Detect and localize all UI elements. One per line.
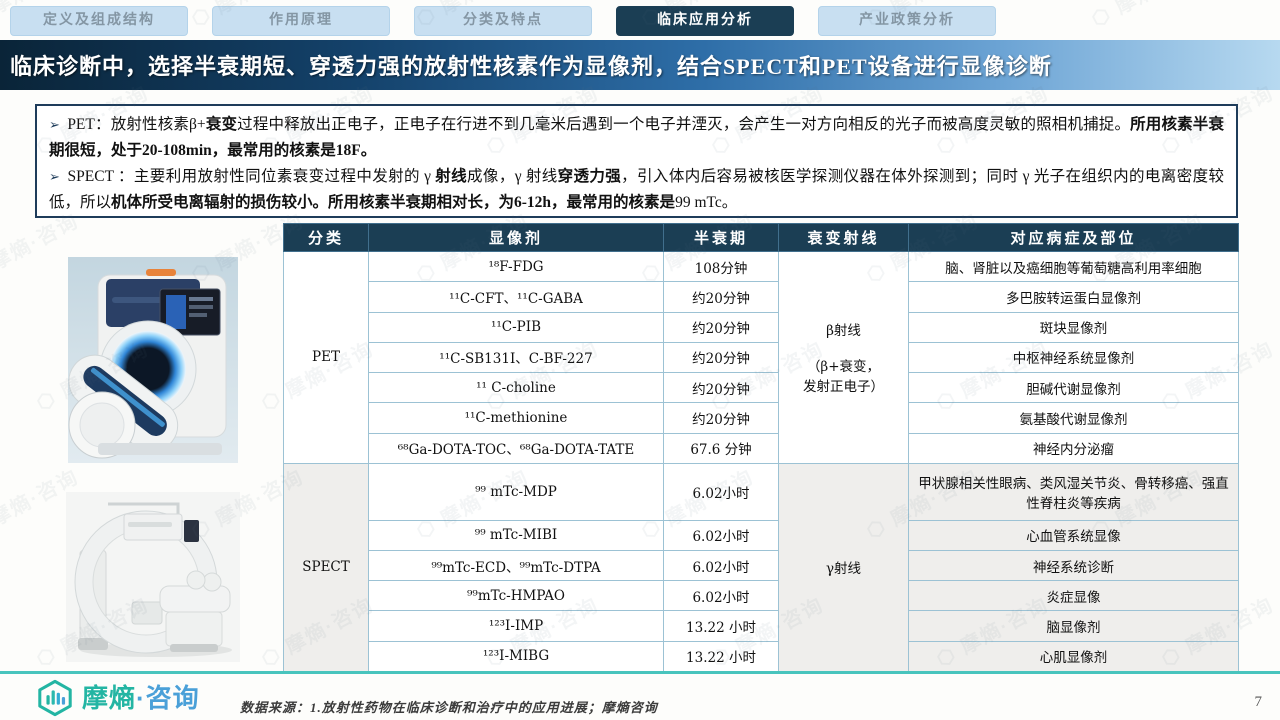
tracer-cell: ¹¹C-CFT、¹¹C-GABA [368,281,664,313]
bullet-point: ➢ SPECT ：主要利用放射性同位素衰变过程中发射的 γ 射线成像，γ 射线穿… [49,168,1224,212]
target-disease-cell: 炎症显像 [908,580,1239,612]
half-life-cell: 6.02小时 [663,519,779,551]
table-row: ¹¹C-CFT、¹¹C-GABA 约20分钟 多巴胺转运蛋白显像剂 [284,281,1239,313]
column-header-4: 对应病症及部位 [908,223,1239,252]
tracer-cell: ⁹⁹ mTc-MDP [368,462,664,521]
half-life-cell: 6.02小时 [663,549,779,582]
tracer-cell: ⁶⁸Ga-DOTA-TOC、⁶⁸Ga-DOTA-TATE [368,432,664,464]
tracer-table: 分类 显像剂 半衰期 衰变射线 对应病症及部位 PET ¹⁸F-FDG 108分钟 β射线 （… [283,223,1239,673]
half-life-cell: 108分钟 [663,250,779,283]
target-disease-cell: 心血管系统显像 [908,519,1239,551]
page-title: 临床诊断中，选择半衰期短、穿透力强的放射性核素作为显像剂，结合SPECT和PET… [10,54,1052,79]
column-header-2: 半衰期 [663,223,779,252]
watermark: ⬡ 摩熵·咨询 [1085,0,1208,32]
data-source-note: 数据来源：1.放射性药物在临床诊断和治疗中的应用进展；摩熵咨询 [240,700,658,715]
tab-0[interactable]: 定义及组成结构 [10,6,188,36]
pet-ct-scanner-photo [68,257,238,463]
company-logo-text: 摩熵·咨询 [82,683,200,713]
footer-divider [0,671,1280,674]
tracer-cell: ¹²³I-IMP [368,610,664,642]
spect-scanner-photo [66,492,240,662]
title-banner: 临床诊断中，选择半衰期短、穿透力强的放射性核素作为显像剂，结合SPECT和PET… [0,40,1280,90]
tracer-cell: ¹¹C-PIB [368,311,664,343]
category-cell: PET [283,251,369,464]
table-row: ¹¹ C-choline 约20分钟 胆碱代谢显像剂 [284,372,1239,404]
bullet-marker-icon: ➢ [49,169,64,185]
target-disease-cell: 脑显像剂 [908,610,1239,642]
tracer-cell: ⁹⁹ mTc-MIBI [368,519,664,551]
pet-ct-scanner-illustration [68,257,238,463]
tracer-cell: ¹²³I-MIBG [368,640,664,673]
tracer-table-head: 分类 显像剂 半衰期 衰变射线 对应病症及部位 [283,223,1239,252]
spect-scanner-illustration [66,492,240,662]
decay-ray-cell: β射线 （β+衰变， 发射正电子） [778,251,909,464]
table-row: PET ¹⁸F-FDG 108分钟 β射线 （β+衰变， 发射正电子） 脑、肾脏以及癌细… [283,250,1239,464]
tab-4[interactable]: 产业政策分析 [818,6,996,36]
hexagon-chart-logo-icon [38,679,72,717]
tracer-cell: ¹⁸F-FDG [368,250,664,283]
half-life-cell: 约20分钟 [663,372,779,404]
table-row: ¹²³I-IMP 13.22 小时 脑显像剂 [284,610,1239,642]
tracer-table-body: PET ¹⁸F-FDG 108分钟 β射线 （β+衰变， 发射正电子） 脑、肾脏以及癌细… [283,250,1239,673]
half-life-cell: 67.6 分钟 [663,432,779,464]
table-row: ⁹⁹mTc-HMPAO 6.02小时 炎症显像 [284,580,1239,612]
target-disease-cell: 神经内分泌瘤 [908,432,1239,464]
table-row: ¹¹C-methionine 约20分钟 氨基酸代谢显像剂 [284,402,1239,434]
page-number: 7 [1254,694,1263,710]
half-life-cell: 13.22 小时 [663,610,779,642]
half-life-cell: 约20分钟 [663,281,779,313]
target-disease-cell: 中枢神经系统显像剂 [908,341,1239,374]
half-life-cell: 约20分钟 [663,311,779,343]
tracer-cell: ⁹⁹mTc-HMPAO [368,580,664,612]
half-life-cell: 约20分钟 [663,402,779,434]
target-disease-cell: 多巴胺转运蛋白显像剂 [908,281,1239,313]
half-life-cell: 约20分钟 [663,341,779,374]
table-row: ⁹⁹mTc-ECD、⁹⁹mTc-DTPA 6.02小时 神经系统诊断 [284,549,1239,582]
target-disease-cell: 氨基酸代谢显像剂 [908,402,1239,434]
table-row: ⁹⁹ mTc-MIBI 6.02小时 心血管系统显像 [284,519,1239,551]
company-logo: 摩熵·咨询 [36,679,200,717]
target-disease-cell: 心肌显像剂 [908,640,1239,673]
bullet-marker-icon: ➢ [49,117,64,132]
tracer-cell: ¹¹C-SB131I、C-BF-227 [368,341,664,374]
target-disease-cell: 甲状腺相关性眼病、类风湿关节炎、骨转移癌、强直性脊柱炎等疾病 [908,462,1239,521]
key-points-box: ➢ PET：放射性核素β+衰变过程中释放出正电子，正电子在行进不到几毫米后遇到一… [35,104,1238,218]
table-row: ¹²³I-MIBG 13.22 小时 心肌显像剂 [284,640,1239,673]
tab-3-active[interactable]: 临床应用分析 [616,6,794,36]
table-row: ¹¹C-SB131I、C-BF-227 约20分钟 中枢神经系统显像剂 [284,341,1239,374]
tracer-cell: ¹¹C-methionine [368,402,664,434]
bullet-point: ➢ PET：放射性核素β+衰变过程中释放出正电子，正电子在行进不到几毫米后遇到一… [49,116,1224,160]
table-row: SPECT ⁹⁹ mTc-MDP 6.02小时 γ射线 甲状腺相关性眼病、类风湿关节炎、… [283,462,1239,673]
tab-2[interactable]: 分类及特点 [414,6,592,36]
half-life-cell: 6.02小时 [663,462,779,521]
table-row: ¹¹C-PIB 约20分钟 斑块显像剂 [284,311,1239,343]
tracer-cell: ¹¹ C-choline [368,372,664,404]
column-header-3: 衰变射线 [778,223,909,252]
column-header-1: 显像剂 [368,223,664,252]
column-header-0: 分类 [283,223,369,252]
tab-bar: 定义及组成结构 作用原理 分类及特点 临床应用分析 产业政策分析 [10,6,996,36]
target-disease-cell: 胆碱代谢显像剂 [908,372,1239,404]
category-cell: SPECT [283,462,369,673]
table-row: ⁶⁸Ga-DOTA-TOC、⁶⁸Ga-DOTA-TATE 67.6 分钟 神经内分泌… [284,432,1239,464]
target-disease-cell: 神经系统诊断 [908,549,1239,582]
tracer-cell: ⁹⁹mTc-ECD、⁹⁹mTc-DTPA [368,549,664,582]
target-disease-cell: 脑、肾脏以及癌细胞等葡萄糖高利用率细胞 [908,250,1239,283]
decay-ray-cell: γ射线 [778,462,909,673]
half-life-cell: 13.22 小时 [663,640,779,673]
target-disease-cell: 斑块显像剂 [908,311,1239,343]
tab-1[interactable]: 作用原理 [212,6,390,36]
half-life-cell: 6.02小时 [663,580,779,612]
